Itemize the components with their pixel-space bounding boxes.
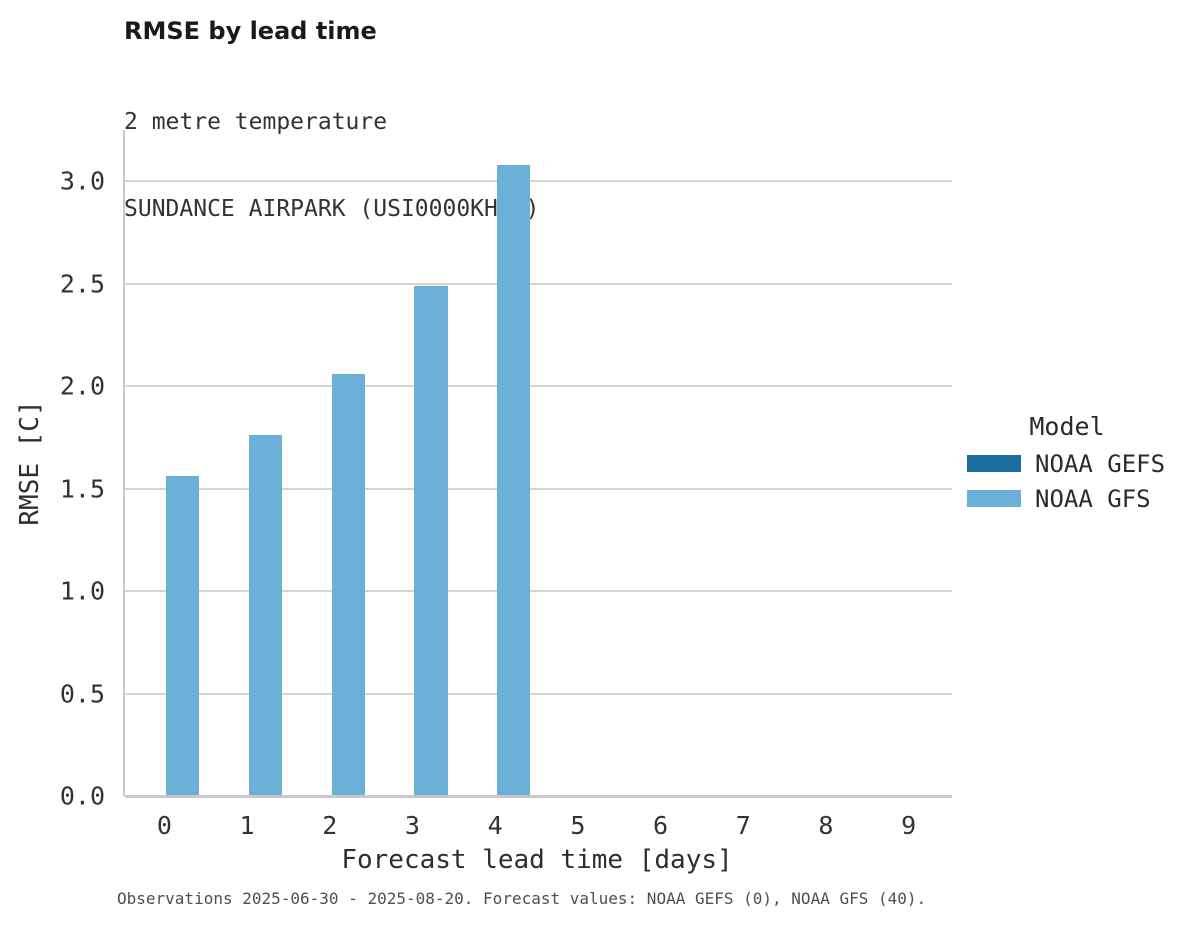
legend: Model NOAA GEFS NOAA GFS: [967, 412, 1167, 520]
x-tick-label-7: 7: [735, 811, 751, 840]
y-tick-label-1.5: 1.5: [59, 474, 105, 504]
bar-noaa-gfs-day-0: [166, 476, 200, 796]
legend-swatch-icon: [967, 455, 1021, 472]
chart-caption: Observations 2025-06-30 - 2025-08-20. Fo…: [117, 889, 927, 908]
bar-noaa-gfs-day-3: [414, 285, 448, 796]
y-tick-label-0.5: 0.5: [59, 679, 105, 709]
gridline-1.5: [125, 487, 952, 490]
y-tick-label-0.0: 0.0: [59, 781, 105, 811]
x-axis-line: [125, 795, 952, 798]
gridline-1.0: [125, 590, 952, 593]
legend-title: Model: [1029, 412, 1105, 441]
subtitle-line-1: 2 metre temperature: [124, 109, 388, 135]
legend-label: NOAA GFS: [1035, 484, 1151, 513]
legend-item-noaa-gfs: NOAA GFS: [967, 484, 1167, 513]
chart-title: RMSE by lead time: [124, 17, 377, 45]
gridline-2.0: [125, 385, 952, 388]
gridline-3.0: [125, 180, 952, 183]
gridline-2.5: [125, 282, 952, 285]
bar-noaa-gfs-day-2: [331, 373, 365, 796]
legend-label: NOAA GEFS: [1035, 449, 1166, 478]
bar-noaa-gfs-day-4: [497, 164, 531, 796]
x-tick-label-8: 8: [818, 811, 834, 840]
x-tick-label-2: 2: [322, 811, 338, 840]
x-tick-label-5: 5: [570, 811, 586, 840]
x-tick-label-6: 6: [653, 811, 669, 840]
y-axis-label: RMSE [C]: [15, 400, 45, 526]
y-tick-label-2.0: 2.0: [59, 371, 105, 401]
x-tick-label-9: 9: [901, 811, 917, 840]
plot-area: [123, 130, 952, 798]
x-tick-label-0: 0: [156, 811, 172, 840]
x-axis-label: Forecast lead time [days]: [341, 845, 733, 875]
gridline-0.5: [125, 692, 952, 695]
y-tick-label-1.0: 1.0: [59, 576, 105, 606]
y-tick-label-2.5: 2.5: [59, 269, 105, 299]
x-tick-label-3: 3: [404, 811, 420, 840]
legend-swatch-icon: [967, 490, 1021, 507]
legend-items: NOAA GEFS NOAA GFS: [967, 449, 1167, 513]
x-tick-label-1: 1: [239, 811, 255, 840]
bar-noaa-gfs-day-1: [249, 435, 283, 796]
x-tick-label-4: 4: [487, 811, 503, 840]
legend-item-noaa-gefs: NOAA GEFS: [967, 449, 1167, 478]
y-tick-label-3.0: 3.0: [59, 166, 105, 196]
